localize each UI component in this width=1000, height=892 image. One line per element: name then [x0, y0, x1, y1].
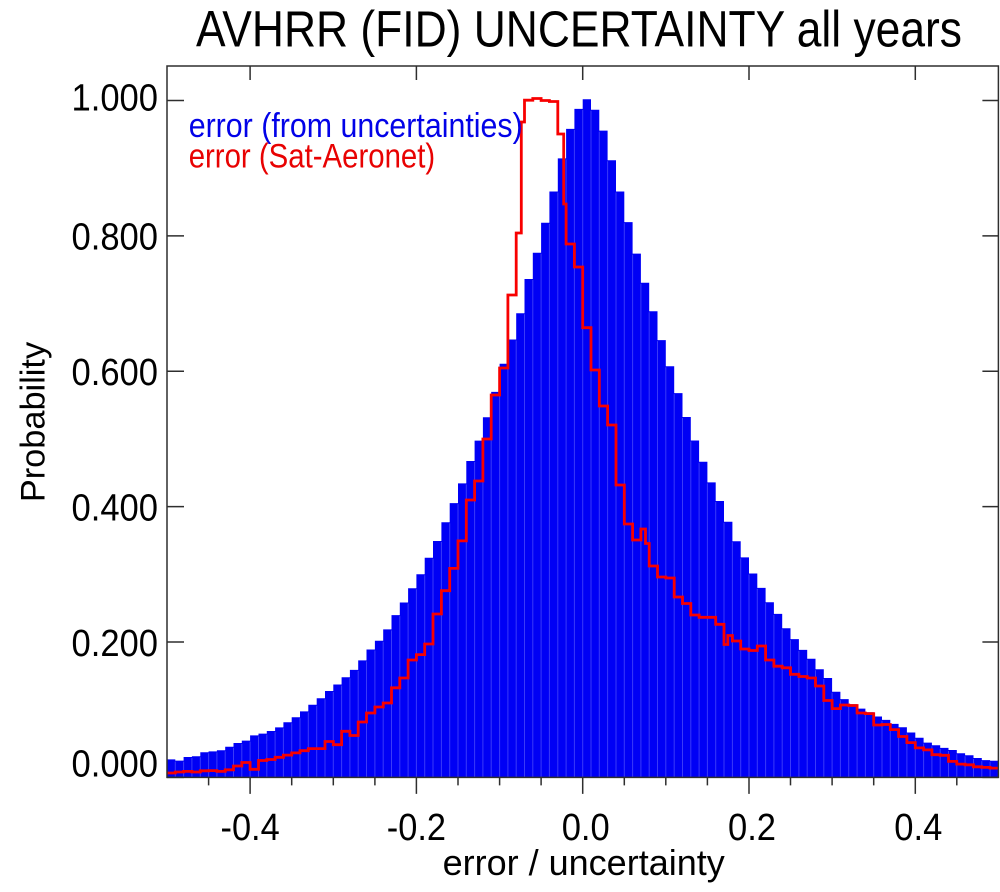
- svg-text:0.800: 0.800: [72, 217, 159, 259]
- svg-text:1.000: 1.000: [72, 78, 159, 120]
- svg-text:0.400: 0.400: [72, 487, 159, 529]
- svg-text:error (Sat-Aeronet): error (Sat-Aeronet): [189, 138, 436, 176]
- svg-text:0.600: 0.600: [72, 352, 159, 394]
- svg-text:-0.2: -0.2: [387, 807, 446, 849]
- svg-text:-0.4: -0.4: [221, 807, 280, 849]
- svg-text:error / uncertainty: error / uncertainty: [443, 842, 725, 883]
- svg-text:Probability: Probability: [14, 341, 52, 502]
- svg-text:0.200: 0.200: [72, 623, 159, 665]
- svg-text:0.000: 0.000: [72, 744, 159, 786]
- svg-text:0.0: 0.0: [562, 807, 610, 849]
- svg-text:0.2: 0.2: [728, 807, 776, 849]
- svg-text:error (from uncertainties): error (from uncertainties): [189, 107, 523, 145]
- svg-text:0.4: 0.4: [894, 807, 942, 849]
- svg-text:AVHRR (FID) UNCERTAINTY all ye: AVHRR (FID) UNCERTAINTY all years: [196, 0, 962, 57]
